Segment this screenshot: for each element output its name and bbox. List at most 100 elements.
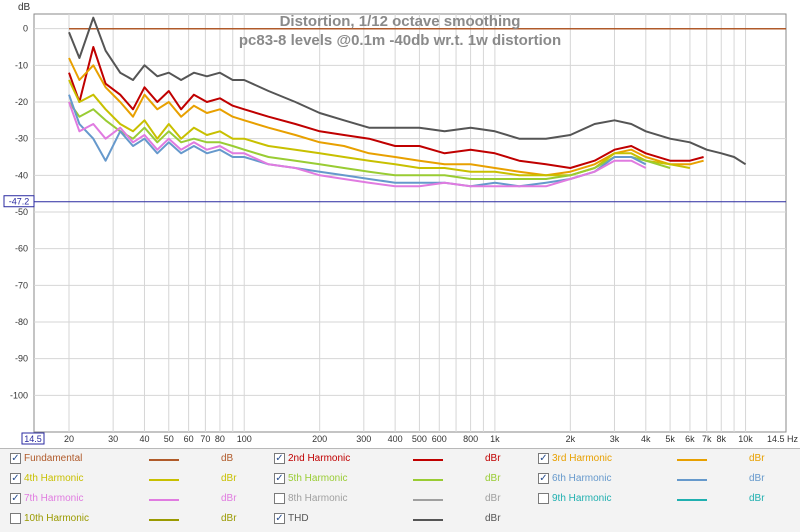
legend-unit: dBr: [749, 453, 765, 464]
x-tick-label: 3k: [610, 434, 620, 444]
legend-item-8th-harmonic: 8th Harmonic dBr: [270, 491, 530, 509]
legend-swatch: [149, 519, 179, 521]
series-line-3rd-harmonic: [68, 57, 704, 177]
legend-swatch: [413, 459, 443, 461]
x-tick-label: 7k: [702, 434, 712, 444]
x-tick-label: 60: [184, 434, 194, 444]
x-tick-label: 70: [200, 434, 210, 444]
legend-label: THD: [288, 513, 309, 524]
x-tick-label: 40: [139, 434, 149, 444]
legend-unit: dBr: [485, 513, 501, 524]
x-tick-label: 400: [388, 434, 403, 444]
y-tick-label: -20: [15, 97, 28, 107]
series-line-7th-harmonic: [68, 101, 647, 188]
legend-label: 7th Harmonic: [24, 493, 84, 504]
legend-checkbox-4th-harmonic[interactable]: ✓: [10, 473, 21, 484]
legend-checkbox-7th-harmonic[interactable]: ✓: [10, 493, 21, 504]
x-tick-label: 30: [108, 434, 118, 444]
y-tick-label: -70: [15, 280, 28, 290]
legend-unit: dBr: [485, 493, 501, 504]
cursor-label-box: [3, 195, 35, 208]
series-line-5th-harmonic: [68, 101, 671, 180]
series-lines: [68, 16, 786, 188]
x-tick-label: 10k: [738, 434, 753, 444]
legend-checkbox-10th-harmonic[interactable]: [10, 513, 21, 524]
grid: [34, 14, 786, 432]
y-tick-label: -50: [15, 207, 28, 217]
x-tick-label: 800: [463, 434, 478, 444]
legend-item-7th-harmonic: ✓ 7th Harmonic dBr: [6, 491, 266, 509]
legend-item-thd: ✓ THD dBr: [270, 511, 530, 529]
legend-item-3rd-harmonic: ✓ 3rd Harmonic dBr: [534, 451, 794, 469]
legend-checkbox-6th-harmonic[interactable]: ✓: [538, 473, 549, 484]
x-tick-label: 20: [64, 434, 74, 444]
y-tick-label: -30: [15, 134, 28, 144]
y-tick-label: -10: [15, 60, 28, 70]
chart-area: 0 -10 -20 -30 -40 -50 -60 -70 -80 -90 -100 20 30 40 50…: [3, 2, 799, 445]
legend-label: 8th Harmonic: [288, 493, 348, 504]
y-tick-label: -100: [10, 390, 28, 400]
legend-checkbox-2nd-harmonic[interactable]: ✓: [274, 453, 285, 464]
legend-item-10th-harmonic: 10th Harmonic dBr: [6, 511, 266, 529]
x-tick-label: 2k: [566, 434, 576, 444]
legend-label: 6th Harmonic: [552, 473, 612, 484]
legend-unit: dBr: [485, 473, 501, 484]
legend-checkbox-3rd-harmonic[interactable]: ✓: [538, 453, 549, 464]
x-tick-label: 200: [312, 434, 327, 444]
plot-background: [33, 13, 787, 433]
legend-unit: dBr: [485, 453, 501, 464]
y-tick-label: -40: [15, 170, 28, 180]
legend-label: 4th Harmonic: [24, 473, 84, 484]
x-tick-label: 80: [215, 434, 225, 444]
legend-swatch: [677, 499, 707, 501]
legend-checkbox-5th-harmonic[interactable]: ✓: [274, 473, 285, 484]
legend-label: Fundamental: [24, 453, 83, 464]
legend-swatch: [149, 499, 179, 501]
x-tick-label: 5k: [665, 434, 675, 444]
legend-unit: dBr: [221, 513, 237, 524]
legend-item-6th-harmonic: ✓ 6th Harmonic dBr: [534, 471, 794, 489]
series-line-thd: [68, 16, 747, 166]
x-tick-label: 4k: [641, 434, 651, 444]
legend-unit: dBr: [749, 493, 765, 504]
legend-label: 9th Harmonic: [552, 493, 612, 504]
cursor-label: -47.2: [9, 197, 30, 207]
legend-checkbox-thd[interactable]: ✓: [274, 513, 285, 524]
legend-checkbox-8th-harmonic[interactable]: [274, 493, 285, 504]
x-tick-label: 8k: [717, 434, 727, 444]
x-min-label-box: [21, 432, 45, 445]
x-tick-label: 500: [412, 434, 427, 444]
legend-swatch: [413, 519, 443, 521]
legend-label: 3rd Harmonic: [552, 453, 613, 464]
x-tick-label: 600: [432, 434, 447, 444]
axes: 0 -10 -20 -30 -40 -50 -60 -70 -80 -90 -100 20 30 40 50…: [10, 24, 753, 444]
legend-swatch: [677, 459, 707, 461]
x-tick-label: 6k: [685, 434, 695, 444]
legend-swatch: [149, 479, 179, 481]
legend-swatch: [677, 479, 707, 481]
legend-unit: dBr: [221, 493, 237, 504]
chart-title: Distortion, 1/12 octave smoothing: [280, 13, 521, 30]
y-tick-label: -90: [15, 354, 28, 364]
legend-swatch: [149, 459, 179, 461]
legend-label: 2nd Harmonic: [288, 453, 351, 464]
series-line-2nd-harmonic: [68, 46, 704, 169]
distortion-chart: 0 -10 -20 -30 -40 -50 -60 -70 -80 -90 -100 20 30 40 50…: [3, 2, 799, 445]
legend-checkbox-9th-harmonic[interactable]: [538, 493, 549, 504]
x-tick-label: 300: [356, 434, 371, 444]
x-min-label: 14.5: [24, 434, 42, 444]
legend-label: 5th Harmonic: [288, 473, 348, 484]
legend-unit: dBr: [749, 473, 765, 484]
y-tick-label: -60: [15, 244, 28, 254]
x-max-label: 14.5 Hz: [767, 434, 799, 444]
legend-unit: dB: [221, 453, 234, 464]
y-tick-label: -80: [15, 317, 28, 327]
legend-swatch: [413, 499, 443, 501]
legend-item-fundamental: ✓ Fundamental dB: [6, 451, 266, 469]
x-tick-label: 50: [164, 434, 174, 444]
x-tick-label: 1k: [490, 434, 500, 444]
legend-item-9th-harmonic: 9th Harmonic dBr: [534, 491, 794, 509]
legend-checkbox-fundamental[interactable]: ✓: [10, 453, 21, 464]
legend-swatch: [413, 479, 443, 481]
chart-subtitle: pc83-8 levels @0.1m -40db wr.t. 1w disto…: [239, 32, 561, 49]
